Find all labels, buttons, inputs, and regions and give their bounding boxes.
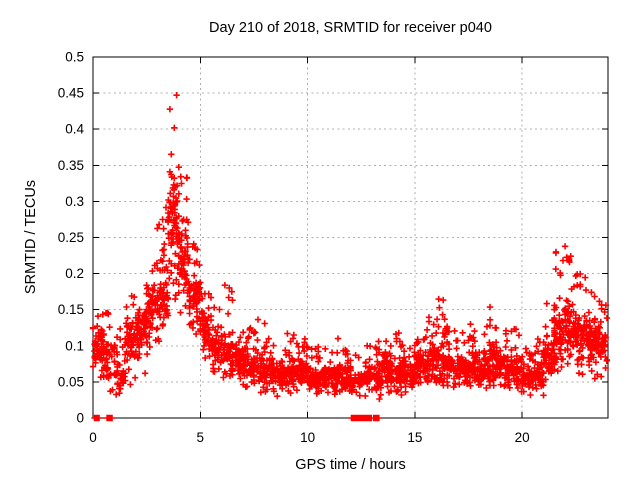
y-tick-label: 0.25 (58, 230, 84, 245)
x-tick-label: 10 (300, 430, 315, 445)
y-tick-label: 0.4 (65, 122, 84, 137)
y-tick-label: 0.2 (65, 266, 84, 281)
x-axis-label: GPS time / hours (295, 457, 406, 473)
x-tick-label: 20 (515, 430, 530, 445)
y-tick-label: 0.35 (58, 158, 84, 173)
y-tick-label: 0.1 (65, 338, 84, 353)
y-tick-label: 0.5 (65, 50, 84, 65)
data-points (89, 92, 611, 422)
y-tick-label: 0.15 (58, 302, 84, 317)
y-tick-label: 0.45 (58, 86, 84, 101)
chart-title: Day 210 of 2018, SRMTID for receiver p04… (209, 20, 492, 36)
x-tick-label: 15 (407, 430, 422, 445)
x-tick-label: 0 (89, 430, 97, 445)
x-tick-label: 5 (197, 430, 205, 445)
y-tick-label: 0 (76, 411, 84, 426)
y-tick-label: 0.05 (58, 374, 84, 389)
y-tick-label: 0.3 (65, 194, 84, 209)
